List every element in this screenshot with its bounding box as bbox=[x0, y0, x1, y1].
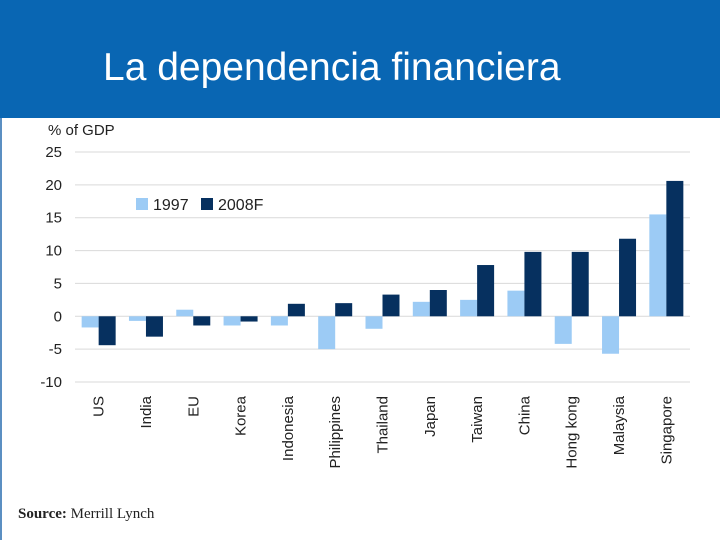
bar-2008F bbox=[429, 290, 447, 317]
bar-1997 bbox=[223, 316, 241, 326]
slide-header: La dependencia financiera bbox=[0, 0, 720, 118]
y-axis-label: % of GDP bbox=[48, 122, 115, 139]
bar-1997 bbox=[81, 316, 99, 328]
bar-1997 bbox=[365, 316, 383, 329]
y-tick-label: 0 bbox=[54, 308, 62, 325]
bar-1997 bbox=[460, 299, 478, 317]
bar-2008F bbox=[193, 316, 211, 326]
y-tick-label: -10 bbox=[40, 374, 62, 391]
x-tick-label: Thailand bbox=[375, 396, 392, 454]
bar-2008F bbox=[98, 316, 116, 346]
bar-1997 bbox=[318, 316, 336, 350]
bar-1997 bbox=[270, 316, 288, 326]
bar-2008F bbox=[382, 294, 400, 317]
bar-2008F bbox=[287, 303, 305, 317]
x-tick-label: Singapore bbox=[658, 396, 675, 464]
bar-chart: % of GDP 25 20 15 10 5 0 -5 -10 US India EU Korea Ind… bbox=[40, 122, 690, 469]
bar-2008F bbox=[524, 251, 542, 317]
bar-1997 bbox=[507, 290, 525, 317]
x-tick-label: Taiwan bbox=[469, 396, 486, 443]
x-tick-label: EU bbox=[185, 396, 202, 417]
y-tick-label: -5 bbox=[49, 341, 62, 358]
y-tick-label: 25 bbox=[45, 144, 62, 161]
x-tick-label: Japan bbox=[422, 396, 439, 437]
bar-1997 bbox=[412, 301, 430, 317]
bar-1997 bbox=[176, 309, 194, 317]
bar-2008F bbox=[335, 303, 353, 317]
source-label: Source: bbox=[18, 506, 67, 522]
bar-1997 bbox=[602, 316, 620, 354]
legend-label: 2008F bbox=[218, 197, 264, 214]
y-tick-label: 15 bbox=[45, 210, 62, 227]
bar-1997 bbox=[554, 316, 572, 344]
x-tick-label: Hong kong bbox=[564, 396, 581, 469]
source-text: Merrill Lynch bbox=[70, 506, 155, 522]
left-divider bbox=[0, 118, 2, 540]
bar-2008F bbox=[240, 316, 258, 322]
bar-2008F bbox=[477, 265, 495, 317]
y-tick-label: 20 bbox=[45, 177, 62, 194]
slide-title: La dependencia financiera bbox=[103, 46, 561, 89]
x-tick-label: Philippines bbox=[327, 396, 344, 469]
x-tick-label: China bbox=[516, 395, 533, 435]
legend-label: 1997 bbox=[153, 197, 189, 214]
legend-swatch bbox=[136, 198, 148, 210]
x-tick-label: Korea bbox=[233, 395, 250, 436]
bar-1997 bbox=[128, 316, 146, 321]
x-tick-label: Indonesia bbox=[280, 395, 297, 461]
x-tick-label: Malaysia bbox=[611, 395, 628, 455]
legend-swatch bbox=[201, 198, 213, 210]
bar-2008F bbox=[145, 316, 163, 337]
bar-1997 bbox=[649, 214, 667, 317]
x-tick-label: US bbox=[91, 396, 108, 417]
y-tick-label: 5 bbox=[54, 275, 62, 292]
bar-2008F bbox=[571, 251, 589, 317]
source-note: Source: Merrill Lynch bbox=[18, 506, 154, 523]
y-tick-label: 10 bbox=[45, 243, 62, 260]
x-tick-label: India bbox=[138, 395, 155, 428]
bar-2008F bbox=[666, 180, 684, 317]
bar-2008F bbox=[619, 238, 637, 317]
